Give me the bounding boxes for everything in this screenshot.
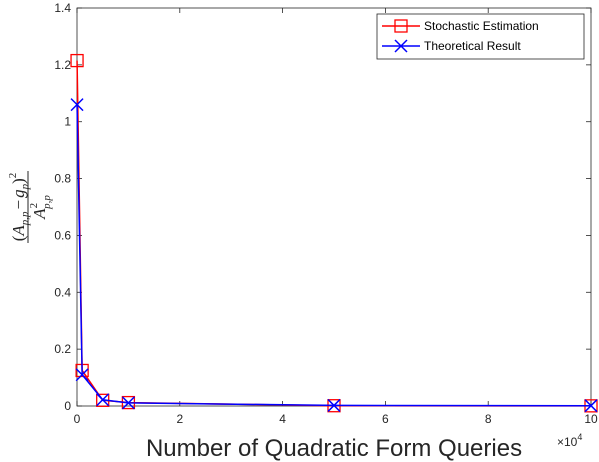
legend-label-stochastic: Stochastic Estimation	[424, 19, 539, 33]
legend-marker-stochastic	[394, 19, 408, 33]
y-label-denominator: A2p,p	[28, 195, 53, 220]
x-multiplier-exponent: 4	[577, 432, 582, 442]
x-tick-label: 10	[584, 412, 598, 426]
x-tick-label: 0	[74, 412, 81, 426]
x-tick-label: 8	[485, 412, 492, 426]
x-tick-label: 6	[382, 412, 389, 426]
y-tick-label: 1	[64, 115, 71, 129]
y-tick-label: 0.6	[54, 228, 71, 242]
legend-box	[376, 13, 585, 60]
x-tick-label: 4	[279, 412, 286, 426]
y-axis-label: (Ap,p−gp)2 A2p,p	[7, 171, 53, 243]
ticks-layer: 0 2 4 6 8 10 0 0.2 0.4 0.6 0.8 1 1.2 1.4	[54, 1, 598, 426]
legend-marker-theoretical	[394, 39, 408, 53]
data-point-x	[75, 368, 89, 382]
y-tick-label: 0.8	[54, 172, 71, 186]
y-label-numerator: (Ap,p−gp)2	[7, 173, 31, 242]
data-point-x	[96, 393, 110, 407]
plot-area	[76, 7, 592, 407]
legend-label-theoretical: Theoretical Result	[424, 39, 521, 53]
y-tick-label: 0.4	[54, 285, 71, 299]
x-tick-label: 2	[176, 412, 183, 426]
data-point-x	[121, 396, 135, 410]
y-tick-label: 1.2	[54, 58, 71, 72]
data-point-x	[584, 399, 598, 413]
x-axis-label: Number of Quadratic Form Queries	[146, 435, 522, 462]
y-tick-label: 0	[64, 399, 71, 413]
legend: Stochastic Estimation Theoretical Result	[376, 13, 585, 60]
y-tick-label: 1.4	[54, 1, 71, 15]
data-point-x	[70, 98, 84, 112]
series-layer	[70, 53, 598, 413]
data-point-square	[70, 53, 84, 68]
x-axis-multiplier: ×104	[557, 432, 582, 449]
x-multiplier-base: ×10	[557, 435, 578, 449]
data-point-x	[327, 398, 341, 412]
series-line-1	[76, 104, 592, 407]
y-tick-label: 0.2	[54, 342, 71, 356]
